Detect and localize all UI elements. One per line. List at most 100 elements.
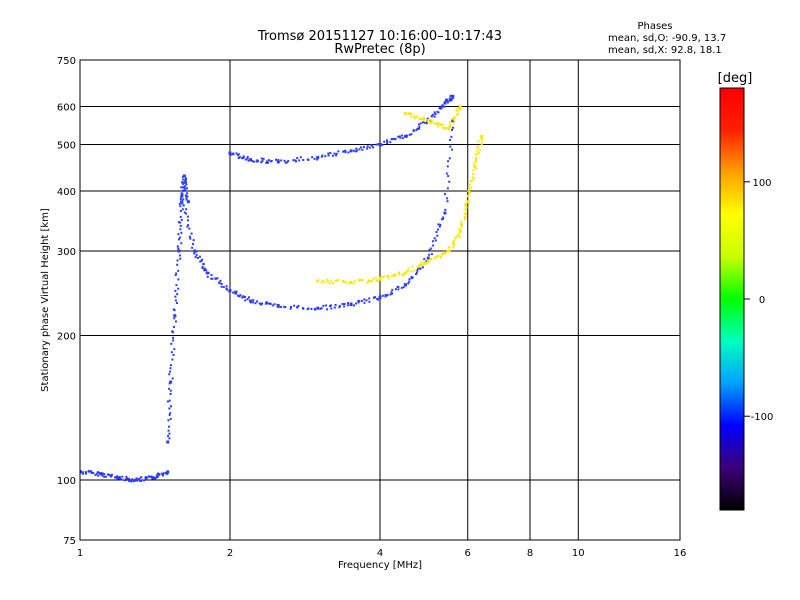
data-point: [283, 305, 286, 308]
data-point: [191, 243, 194, 246]
data-point: [85, 471, 88, 474]
data-point: [180, 194, 184, 198]
data-point: [314, 308, 317, 311]
data-point: [415, 273, 418, 276]
data-point: [184, 188, 187, 191]
data-point: [160, 472, 163, 475]
data-point: [389, 293, 392, 296]
data-point: [442, 252, 445, 255]
data-point: [90, 471, 93, 474]
data-point: [384, 293, 387, 296]
data-point: [449, 94, 452, 97]
data-point: [358, 299, 361, 302]
data-point: [480, 143, 483, 146]
data-point: [171, 377, 174, 380]
data-point: [179, 221, 182, 224]
data-point: [446, 165, 449, 168]
data-point: [398, 135, 401, 138]
data-point: [176, 245, 179, 248]
data-point: [341, 302, 344, 305]
colorbar-tick-label: -100: [751, 412, 774, 423]
data-point: [265, 161, 268, 164]
data-point: [135, 477, 138, 480]
data-point: [355, 302, 358, 305]
data-point: [225, 287, 228, 290]
data-point: [144, 477, 147, 480]
data-point: [260, 157, 263, 160]
data-point: [430, 258, 433, 261]
data-point: [178, 236, 181, 239]
data-point: [347, 302, 350, 305]
data-point: [411, 276, 414, 279]
data-point: [333, 306, 336, 309]
data-point: [467, 200, 470, 203]
data-point: [359, 146, 362, 149]
data-point: [448, 99, 451, 102]
data-point: [379, 276, 382, 279]
data-point: [249, 158, 253, 162]
data-point: [195, 250, 198, 253]
data-point: [170, 351, 173, 354]
data-point: [174, 299, 177, 302]
data-point: [207, 271, 210, 274]
data-point: [186, 200, 190, 204]
data-point: [219, 279, 222, 282]
data-point: [452, 246, 455, 249]
data-point: [276, 303, 279, 306]
data-point: [186, 195, 189, 198]
data-point: [460, 220, 463, 223]
data-point: [477, 140, 480, 143]
stats-x-mode: mean, sd,X: 92.8, 18.1: [608, 45, 722, 56]
data-point: [468, 192, 471, 195]
data-point: [329, 151, 332, 154]
data-point: [480, 137, 483, 140]
data-point: [216, 277, 219, 280]
data-point: [256, 300, 259, 303]
data-point: [242, 295, 245, 298]
data-point: [321, 154, 324, 157]
data-point: [182, 178, 185, 181]
data-point: [98, 471, 101, 474]
data-point: [128, 477, 131, 480]
data-point: [403, 112, 407, 116]
data-point: [450, 99, 453, 102]
data-point: [313, 157, 316, 160]
data-point: [123, 479, 126, 482]
data-point: [194, 256, 197, 259]
colorbar: [719, 87, 745, 511]
data-point: [391, 288, 394, 291]
data-point: [220, 285, 223, 288]
data-point: [337, 150, 340, 153]
data-point: [342, 279, 345, 282]
data-point: [463, 212, 466, 215]
data-point: [441, 104, 444, 107]
data-point: [378, 277, 382, 281]
data-point: [397, 135, 400, 138]
data-point: [342, 150, 345, 153]
data-point: [273, 303, 276, 306]
data-point: [246, 157, 249, 160]
data-point: [469, 179, 472, 182]
data-point: [235, 152, 238, 155]
data-point: [183, 185, 186, 188]
data-point: [178, 202, 181, 205]
data-point: [460, 223, 463, 226]
data-point: [320, 155, 323, 158]
data-point: [302, 307, 305, 310]
data-point: [168, 437, 171, 440]
data-point: [453, 243, 456, 246]
data-point: [448, 97, 451, 100]
data-point: [297, 304, 300, 307]
data-point: [353, 304, 356, 307]
data-point: [349, 149, 353, 153]
data-point: [439, 223, 442, 226]
x-axis-label: Frequency [MHz]: [338, 560, 422, 571]
data-point: [81, 472, 84, 475]
data-point: [386, 142, 389, 145]
data-point: [457, 108, 460, 111]
data-point: [146, 476, 149, 479]
data-point: [307, 158, 310, 161]
data-point: [381, 276, 384, 279]
data-point: [464, 212, 467, 215]
data-point: [356, 149, 359, 152]
